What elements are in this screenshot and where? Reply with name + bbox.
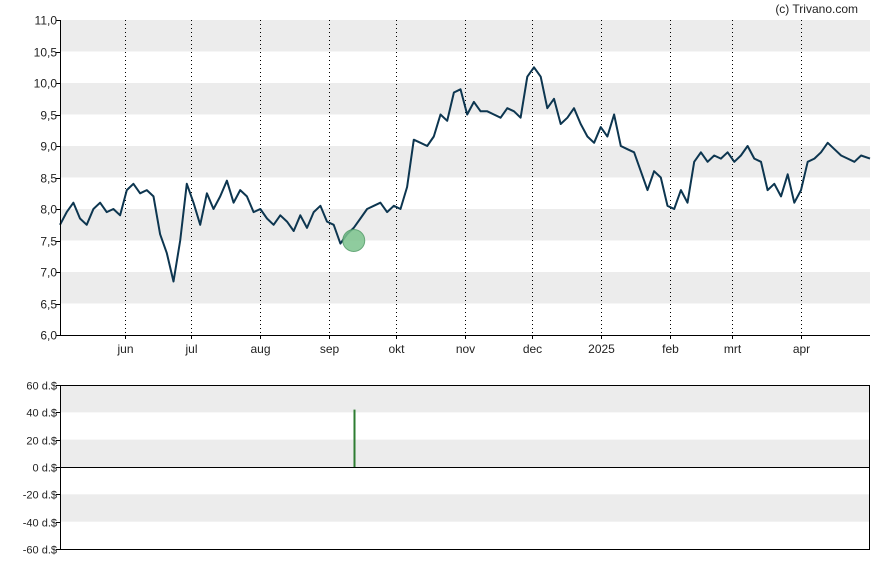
x-tick-label: sep (320, 342, 340, 356)
price-band (60, 272, 870, 304)
x-tick-label: apr (793, 342, 810, 356)
x-tick-label: aug (250, 342, 270, 356)
y-tick-label: 9,0 (40, 140, 57, 154)
price-panel-frame (60, 20, 870, 336)
volume-y-tick-label: 60 d.$ (26, 381, 57, 393)
volume-band (60, 439, 870, 467)
volume-y-tick-label: -60 d.$ (23, 545, 57, 557)
event-marker[interactable] (342, 229, 366, 252)
volume-y-tick-label: 20 d.$ (26, 436, 57, 448)
volume-band (60, 494, 870, 522)
price-band (60, 20, 870, 52)
y-tick-label: 8,0 (40, 203, 57, 217)
credit-label: (c) Trivano.com (775, 2, 858, 16)
volume-y-tick-label: 40 d.$ (26, 408, 57, 420)
y-tick-label: 10,5 (34, 46, 58, 60)
volume-y-tick-label: 0 d.$ (33, 463, 57, 475)
y-tick-label: 11,0 (35, 14, 58, 28)
volume-band (60, 385, 870, 413)
y-tick-label: 6,0 (40, 329, 57, 343)
y-tick-label: 10,0 (34, 77, 58, 91)
y-tick-label: 7,5 (40, 235, 57, 249)
volume-y-tick-label: -40 d.$ (23, 518, 57, 530)
x-tick-label: feb (662, 342, 679, 356)
y-tick-label: 7,0 (40, 266, 57, 280)
x-tick-label: nov (456, 342, 475, 356)
volume-y-axis: 60 d.$ 40 d.$ 20 d.$ 0 d.$ -20 d.$ -40 d.$ -60… (23, 381, 60, 557)
x-tick-label: 2025 (588, 342, 615, 356)
volume-panel-bands (60, 385, 870, 522)
volume-y-tick-label: -20 d.$ (23, 490, 57, 502)
volume-panel-frame (60, 385, 870, 550)
y-tick-label: 9,5 (40, 109, 57, 123)
price-line (59, 66, 871, 283)
price-x-axis: jun jul aug sep okt nov dec 2025 feb mrt apr (116, 335, 810, 356)
y-tick-label: 6,5 (40, 298, 57, 312)
x-tick-label: dec (523, 342, 542, 356)
price-panel-month-gridlines (125, 20, 802, 335)
x-tick-label: jul (184, 342, 197, 356)
y-tick-label: 8,5 (40, 172, 57, 186)
price-y-axis: 6,0 6,5 7,0 7,5 8,0 8,5 9,0 9,5 10,0 10,5 11,0 (34, 14, 60, 343)
x-tick-label: okt (388, 342, 405, 356)
x-tick-label: jun (116, 342, 133, 356)
x-tick-label: mrt (724, 342, 742, 356)
